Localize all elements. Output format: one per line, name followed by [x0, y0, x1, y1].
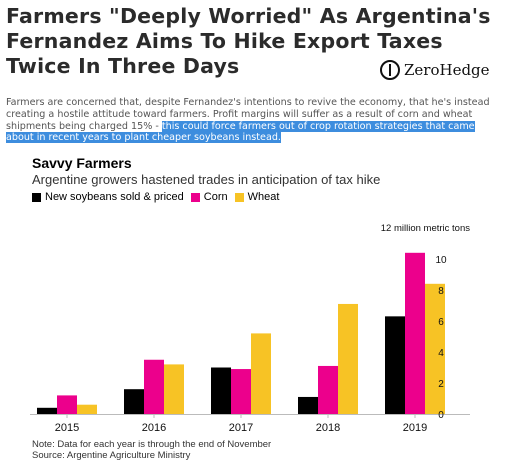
legend-swatch-wheat	[234, 192, 244, 202]
x-tick-label-2018: 2018	[316, 422, 340, 434]
chart-title: Savvy Farmers	[32, 155, 132, 171]
x-tick-label-2016: 2016	[142, 422, 166, 434]
intro-paragraph: Farmers are concerned that, despite Fern…	[6, 97, 504, 144]
bar-new-2019	[385, 316, 405, 414]
y-tick-label-2: 2	[438, 379, 444, 390]
legend-item-corn: Corn	[190, 191, 228, 203]
y-tick-label-8: 8	[438, 286, 444, 297]
legend-item-soybeans: New soybeans sold & priced	[32, 191, 184, 203]
x-tick-label-2019: 2019	[403, 422, 427, 434]
bar-corn-2016	[144, 359, 164, 414]
y-tick-label-6: 6	[438, 317, 444, 328]
bar-corn-2017	[231, 369, 251, 414]
intro-text: Farmers are concerned that, despite Fern…	[6, 97, 490, 132]
bar-wheat-2016	[164, 364, 184, 414]
legend-label-soybeans: New soybeans sold & priced	[45, 191, 184, 203]
chart-subtitle: Argentine growers hastened trades in ant…	[32, 172, 381, 187]
legend-swatch-corn	[190, 192, 200, 202]
chart-note: Note: Data for each year is through the …	[32, 439, 272, 450]
legend-item-wheat: Wheat	[234, 191, 280, 203]
bar-new-2018	[298, 396, 318, 414]
y-tick-label-10: 10	[435, 255, 447, 266]
chart-source: Source: Argentine Agriculture Ministry	[32, 450, 191, 461]
article-headline: Farmers "Deeply Worried" As Argentina's …	[6, 4, 491, 78]
x-tick-label-2015: 2015	[55, 422, 79, 434]
zerohedge-logo[interactable]: ZeroHedge	[380, 57, 505, 83]
y-axis-unit-label: 12 million metric tons	[381, 223, 470, 234]
bar-wheat-2018	[338, 303, 358, 414]
x-tick-label-2017: 2017	[229, 422, 253, 434]
bar-wheat-2017	[251, 333, 271, 414]
zerohedge-logo-icon	[380, 60, 400, 80]
legend-label-wheat: Wheat	[247, 191, 280, 203]
zerohedge-logo-text: ZeroHedge	[404, 61, 490, 79]
bar-wheat-2015	[77, 404, 97, 414]
bar-new-2015	[37, 407, 57, 414]
bar-corn-2019	[405, 252, 425, 414]
legend-label-corn: Corn	[203, 191, 228, 203]
legend-swatch-soybeans	[32, 192, 41, 202]
bar-wheat-2019	[425, 283, 445, 414]
bar-corn-2018	[318, 365, 338, 414]
bar-new-2016	[124, 389, 144, 414]
y-tick-label-0: 0	[438, 410, 444, 421]
chart-footnote: Note: Data for each year is through the …	[32, 439, 271, 461]
chart-legend: New soybeans sold & priced Corn Wheat	[32, 191, 286, 203]
bar-corn-2015	[57, 395, 77, 414]
bar-new-2017	[211, 367, 231, 414]
y-tick-label-4: 4	[438, 348, 444, 359]
